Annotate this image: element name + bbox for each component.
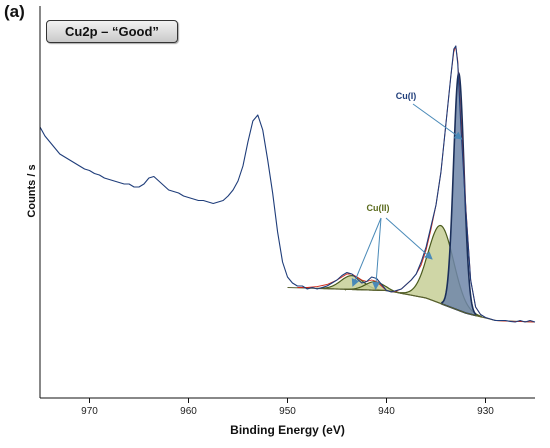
panel-label: (a) bbox=[4, 2, 25, 21]
x-tick-label-940: 940 bbox=[378, 406, 395, 417]
annotation-label-1: Cu(I) bbox=[396, 91, 417, 101]
annotation-arrow-2-1 bbox=[351, 217, 382, 287]
axes: 970 960 950 940 930 bbox=[39, 6, 535, 417]
annotation-label-2: Cu(II) bbox=[367, 203, 390, 213]
x-tick-label-960: 960 bbox=[180, 406, 197, 417]
envelope-fit-line bbox=[297, 45, 536, 323]
annotation-arrow-2-3 bbox=[385, 217, 433, 260]
chart-title: Cu2p – “Good” bbox=[46, 20, 178, 43]
fit-components bbox=[316, 71, 482, 318]
x-tick-label-950: 950 bbox=[279, 406, 296, 417]
spectrum-line bbox=[39, 45, 536, 323]
x-tick-label-930: 930 bbox=[477, 406, 494, 417]
spectrum-lines bbox=[39, 45, 536, 323]
annotation-arrow-2-2 bbox=[372, 217, 382, 290]
x-tick-label-970: 970 bbox=[81, 406, 98, 417]
annotation-arrows: Cu(I) Cu(II) bbox=[351, 91, 463, 290]
annotation-arrow-1-1 bbox=[412, 103, 463, 140]
x-axis-label: Binding Energy (eV) bbox=[230, 423, 345, 437]
